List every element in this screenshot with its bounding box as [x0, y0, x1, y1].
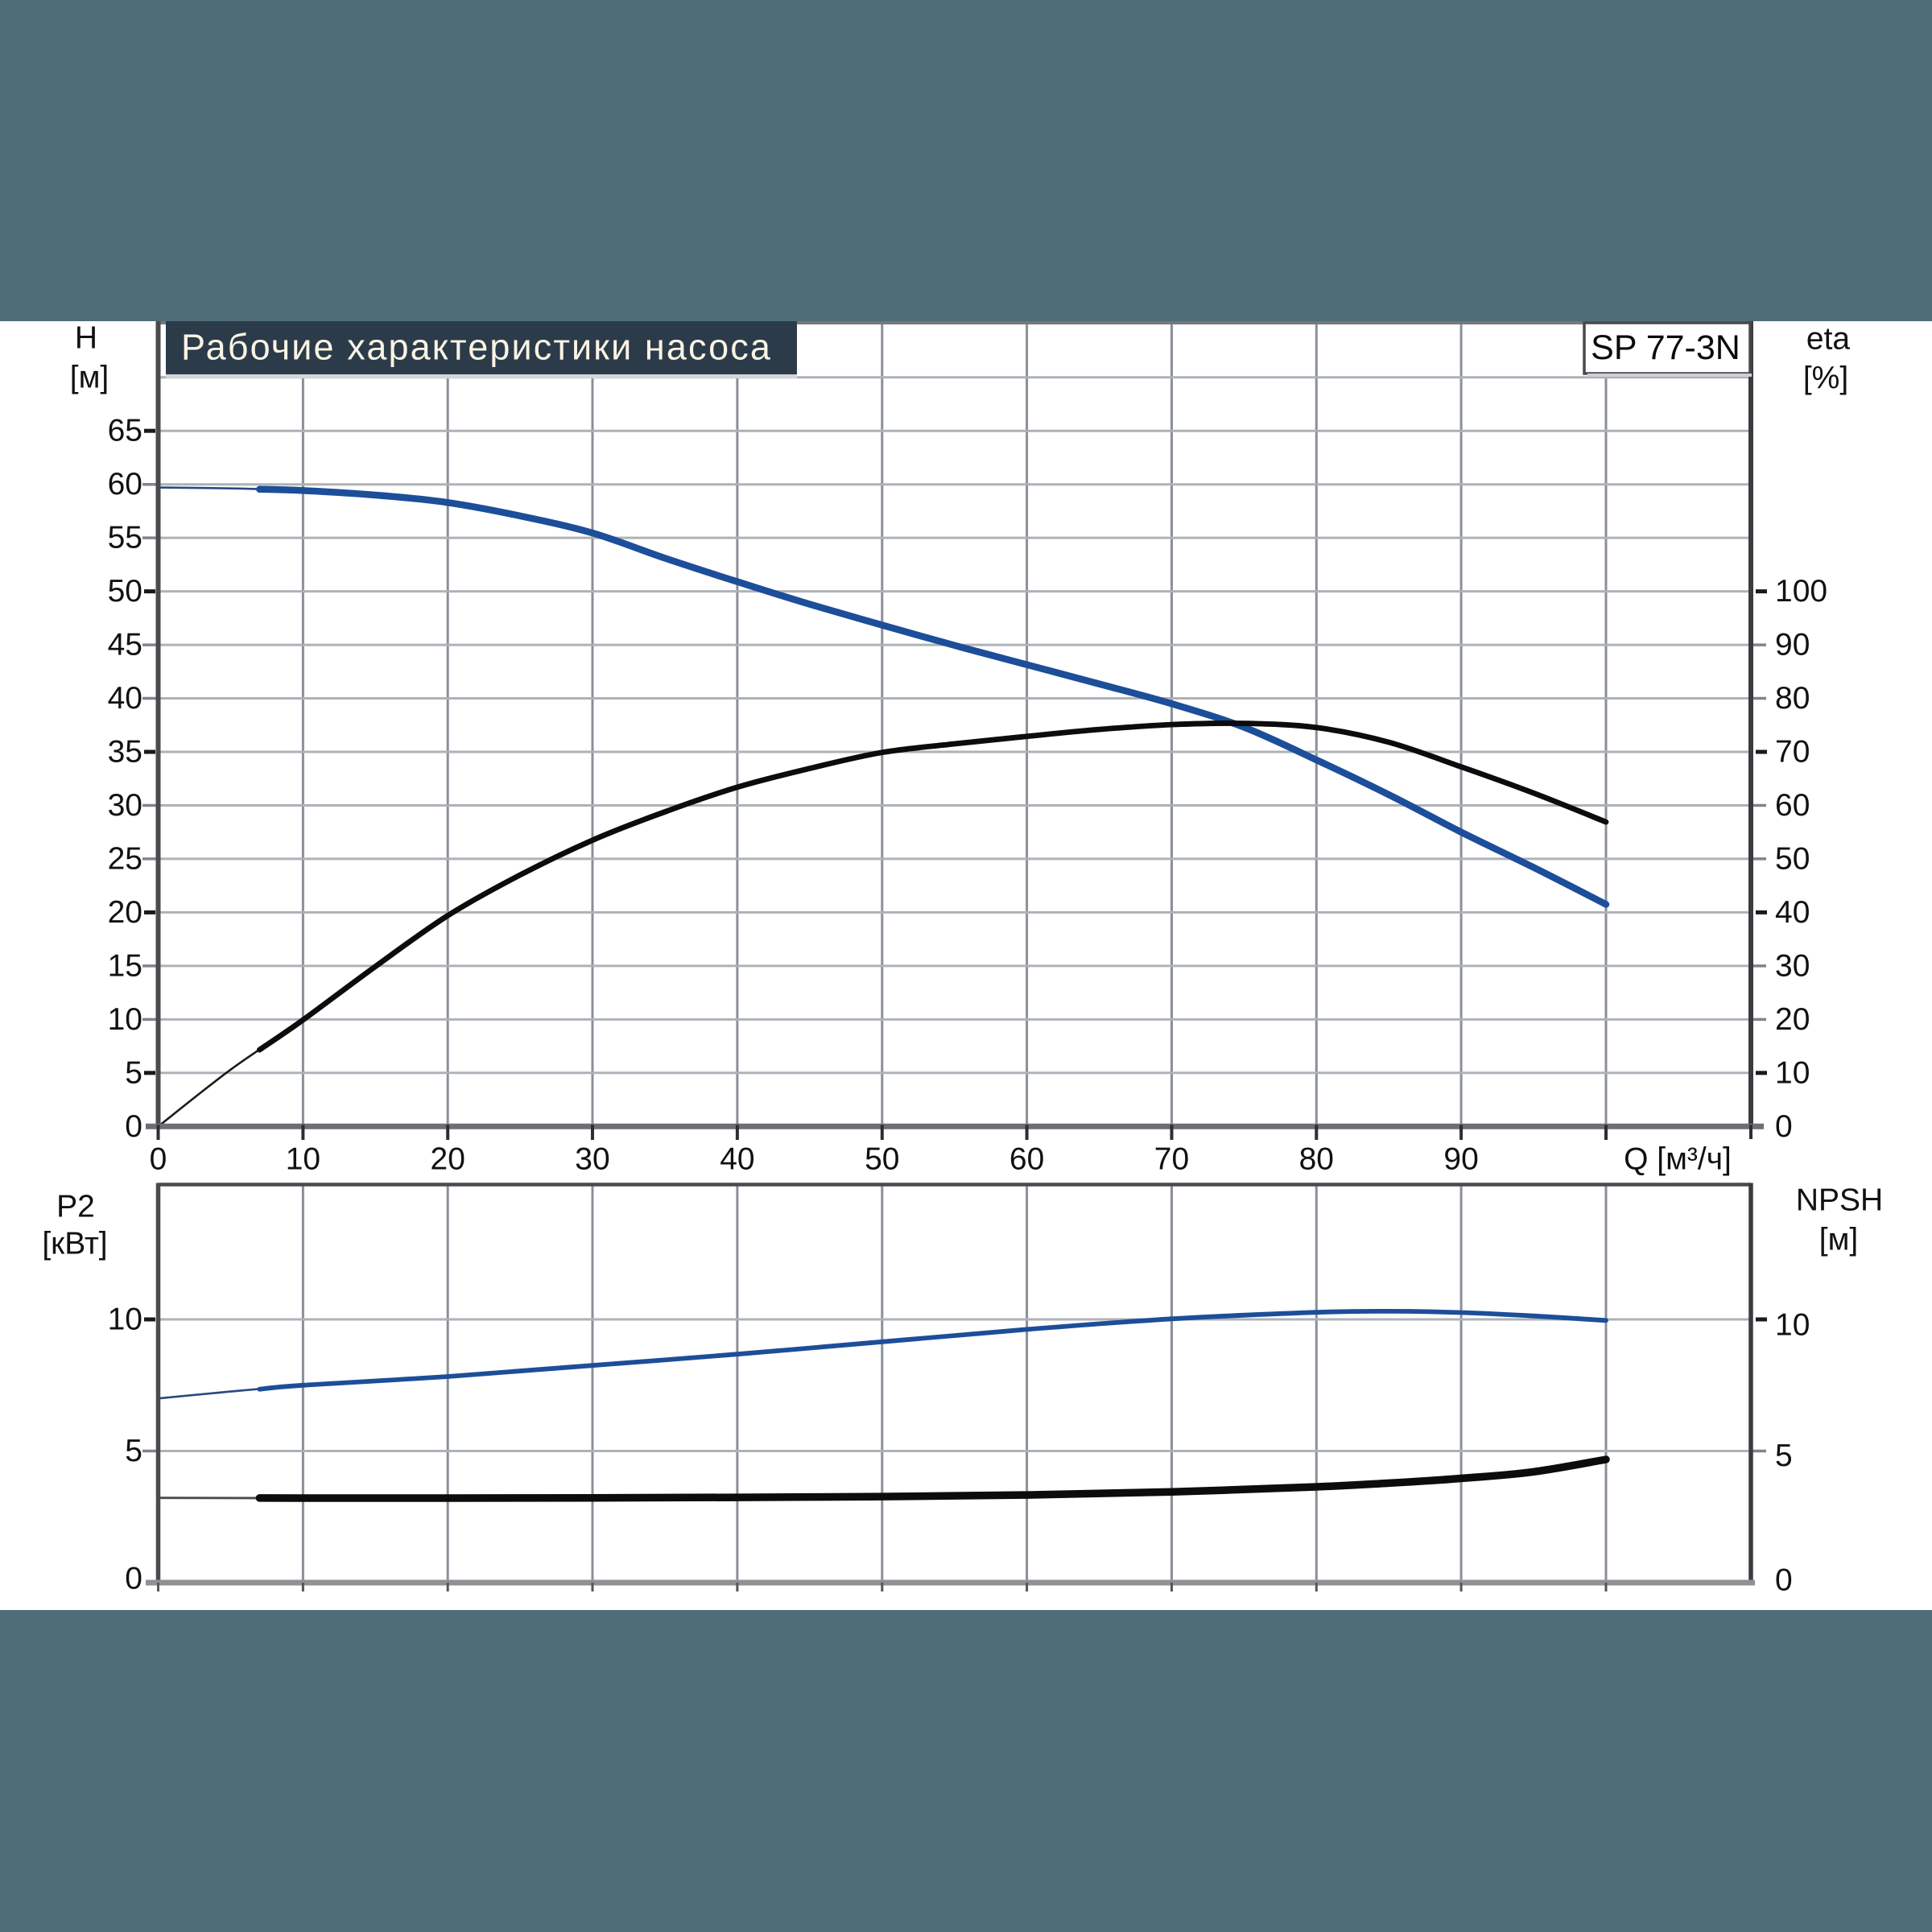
svg-text:P2: P2	[56, 1190, 95, 1224]
svg-text:100: 100	[1775, 574, 1827, 609]
svg-text:40: 40	[1775, 895, 1810, 930]
svg-text:20: 20	[431, 1142, 465, 1177]
svg-text:[м]: [м]	[70, 361, 109, 395]
svg-text:90: 90	[1443, 1142, 1478, 1177]
svg-text:[м]: [м]	[1819, 1223, 1858, 1257]
svg-text:5: 5	[125, 1434, 142, 1468]
svg-text:60: 60	[108, 467, 142, 502]
svg-text:0: 0	[1775, 1563, 1793, 1598]
svg-text:80: 80	[1775, 681, 1810, 716]
svg-text:Q [м³/ч]: Q [м³/ч]	[1624, 1142, 1732, 1177]
svg-text:90: 90	[1775, 628, 1810, 663]
svg-text:50: 50	[108, 574, 142, 609]
svg-text:35: 35	[108, 735, 142, 770]
svg-text:Рабочие характеристики насоса: Рабочие характеристики насоса	[181, 327, 772, 368]
svg-text:50: 50	[1775, 841, 1810, 876]
svg-text:30: 30	[1775, 948, 1810, 983]
svg-text:0: 0	[1775, 1109, 1793, 1144]
svg-text:40: 40	[108, 681, 142, 716]
svg-text:70: 70	[1775, 735, 1810, 770]
svg-text:15: 15	[108, 948, 142, 983]
svg-text:30: 30	[575, 1142, 609, 1177]
svg-text:5: 5	[125, 1055, 142, 1090]
svg-text:10: 10	[1775, 1308, 1810, 1343]
svg-text:5: 5	[1775, 1439, 1793, 1473]
svg-text:10: 10	[108, 1002, 142, 1037]
svg-text:70: 70	[1154, 1142, 1189, 1177]
svg-text:SP 77-3N: SP 77-3N	[1591, 328, 1740, 367]
svg-text:0: 0	[125, 1562, 142, 1596]
svg-text:20: 20	[1775, 1002, 1810, 1037]
svg-text:10: 10	[108, 1302, 142, 1337]
svg-text:30: 30	[108, 788, 142, 823]
svg-text:55: 55	[108, 521, 142, 555]
svg-text:0: 0	[125, 1109, 142, 1144]
svg-text:0: 0	[150, 1142, 167, 1177]
svg-text:[кВт]: [кВт]	[42, 1227, 107, 1261]
svg-text:40: 40	[720, 1142, 754, 1177]
svg-text:20: 20	[108, 895, 142, 930]
svg-text:10: 10	[1775, 1055, 1810, 1090]
svg-text:45: 45	[108, 628, 142, 663]
svg-text:60: 60	[1009, 1142, 1044, 1177]
svg-text:80: 80	[1299, 1142, 1334, 1177]
svg-text:50: 50	[865, 1142, 899, 1177]
svg-text:[%]: [%]	[1803, 361, 1848, 396]
svg-text:NPSH: NPSH	[1796, 1183, 1883, 1218]
svg-text:25: 25	[108, 841, 142, 876]
svg-text:65: 65	[108, 414, 142, 448]
svg-text:H: H	[75, 321, 97, 356]
svg-text:10: 10	[286, 1142, 320, 1177]
svg-text:eta: eta	[1806, 322, 1851, 357]
svg-text:60: 60	[1775, 788, 1810, 823]
